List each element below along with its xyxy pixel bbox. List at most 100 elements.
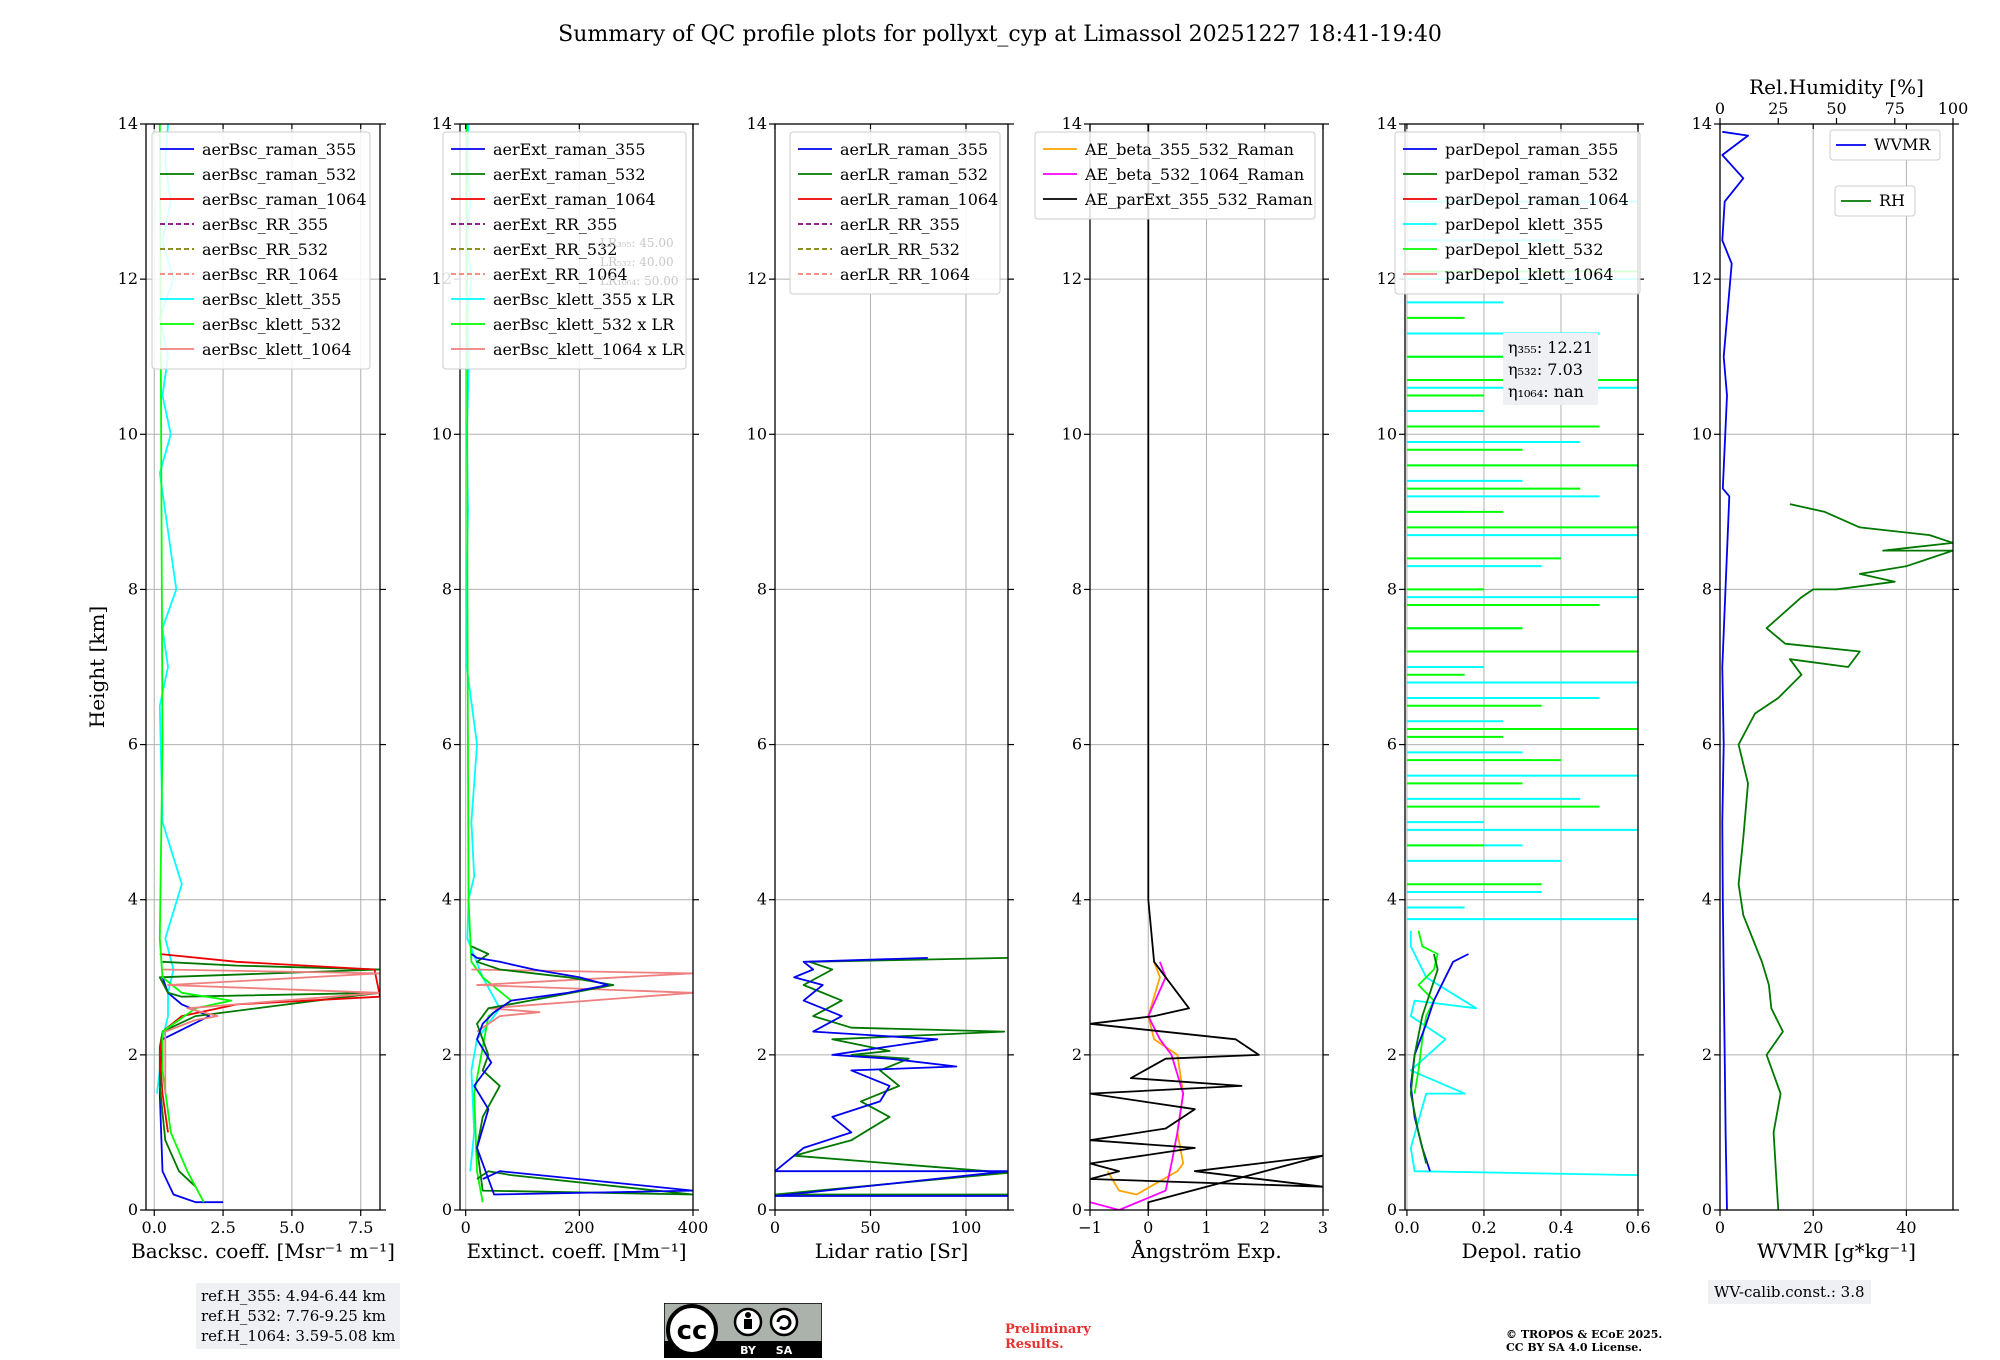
eta-note: η₃₅₅: 12.21 [1508, 338, 1593, 357]
legend-label: aerBsc_klett_355 x LR [493, 290, 675, 309]
y-tick-label: 6 [1387, 735, 1397, 754]
x-tick-label: 2 [1260, 1218, 1270, 1237]
legend-box [442, 131, 687, 370]
axes-frame [459, 123, 694, 1211]
series-group [1721, 130, 1953, 1210]
y-tick-label: 10 [118, 424, 138, 443]
y-tick-label: 4 [1387, 890, 1397, 909]
y-tick-label: 8 [128, 579, 138, 598]
y-tick-label: 6 [1702, 735, 1712, 754]
legend-label: aerLR_RR_355 [840, 215, 960, 234]
lr-note: LR₅₃₂: 40.00 [600, 255, 674, 269]
y-tick-label: 8 [1387, 579, 1397, 598]
y-tick-label: 2 [1387, 1045, 1397, 1064]
x-tick-label: 20 [1803, 1218, 1823, 1237]
lr-note: LR₁₀₆₄: 50.00 [600, 274, 678, 288]
x-tick-label: 0.0 [1394, 1218, 1419, 1237]
legend-label: aerLR_RR_1064 [840, 265, 970, 284]
x-tick-label: 0.0 [142, 1218, 167, 1237]
series-AE_parExt_355_532_Raman [1090, 124, 1323, 1210]
x-tick-label: 0 [1715, 1218, 1725, 1237]
y-tick-label: 4 [1072, 890, 1082, 909]
series-aerBsc_klett_1064 x LR [471, 968, 693, 1033]
x-axis-label: Lidar ratio [Sr] [815, 1239, 969, 1263]
y-tick-label: 14 [432, 114, 452, 133]
legend-label: WVMR [1874, 135, 1931, 154]
reference-height-box: ref.H_355: 4.94-6.44 km ref.H_532: 7.76-… [196, 1283, 401, 1349]
eta-note: η₅₃₂: 7.03 [1508, 360, 1583, 379]
x-tick-label: 0.4 [1548, 1218, 1573, 1237]
y-tick-label: 12 [1062, 269, 1082, 288]
y-tick-label: 14 [118, 114, 138, 133]
by-person-head [745, 1312, 751, 1318]
copyright-note: © TROPOS & ECoE 2025. CC BY SA 4.0 Licens… [1506, 1328, 1663, 1354]
top-x-tick-label: 25 [1768, 99, 1788, 118]
series-parDepol_klett_532 [1413, 930, 1439, 1094]
legend-label: aerBsc_klett_1064 x LR [493, 340, 685, 359]
legend-label: aerLR_raman_532 [840, 165, 988, 184]
y-tick-label: 10 [1692, 424, 1712, 443]
series-aerBsc_klett_1064 [162, 968, 380, 1094]
x-tick-label: 400 [678, 1218, 709, 1237]
y-tick-label: 14 [747, 114, 767, 133]
legend-label: aerBsc_klett_355 [202, 290, 341, 309]
series-RH [1737, 503, 1953, 1210]
y-tick-label: 10 [432, 424, 452, 443]
y-tick-label: 14 [1062, 114, 1082, 133]
legend-box [1834, 185, 1916, 217]
x-tick-label: 0.6 [1625, 1218, 1650, 1237]
legend-label: AE_beta_532_1064_Raman [1084, 165, 1304, 184]
y-tick-label: 6 [1072, 735, 1082, 754]
legend-label: aerExt_raman_532 [493, 165, 646, 184]
y-tick-label: 2 [1072, 1045, 1082, 1064]
x-axis-label: Ångström Exp. [1130, 1238, 1281, 1263]
x-tick-label: 5.0 [279, 1218, 304, 1237]
y-tick-label: 2 [442, 1045, 452, 1064]
x-tick-label: 0 [461, 1218, 471, 1237]
legend-label: aerBsc_RR_355 [202, 215, 328, 234]
legend-label: aerBsc_klett_1064 [202, 340, 351, 359]
y-tick-label: 10 [747, 424, 767, 443]
x-axis-label: Extinct. coeff. [Mm⁻¹] [466, 1239, 686, 1263]
cc-logo-text: cc [677, 1316, 708, 1346]
x-tick-label: 0.2 [1471, 1218, 1496, 1237]
y-tick-label: 2 [1702, 1045, 1712, 1064]
y-tick-label: 4 [442, 890, 452, 909]
legend-label: aerExt_raman_355 [493, 140, 646, 159]
y-tick-label: 14 [1692, 114, 1712, 133]
legend-label: aerLR_raman_1064 [840, 190, 998, 209]
x-axis-label: Backsc. coeff. [Msr⁻¹ m⁻¹] [131, 1239, 395, 1263]
legend-label: aerBsc_raman_355 [202, 140, 356, 159]
y-tick-label: 0 [1702, 1200, 1712, 1219]
top-x-tick-label: 100 [1938, 99, 1969, 118]
eta-box [1503, 333, 1598, 405]
legend-label: aerExt_raman_1064 [493, 190, 656, 209]
legend-label: parDepol_raman_355 [1445, 140, 1618, 159]
y-axis-label: Height [km] [85, 606, 109, 728]
x-tick-label: −1 [1078, 1218, 1102, 1237]
y-tick-label: 12 [1692, 269, 1712, 288]
lr-note: LR₃₅₅: 45.00 [600, 236, 674, 250]
ref-height-532: ref.H_532: 7.76-9.25 km [201, 1307, 386, 1325]
page-title: Summary of QC profile plots for pollyxt_… [558, 22, 1442, 47]
y-tick-label: 12 [118, 269, 138, 288]
legend-box [1829, 129, 1941, 161]
y-tick-label: 10 [1377, 424, 1397, 443]
y-tick-label: 0 [1072, 1200, 1082, 1219]
legend-label: aerBsc_RR_532 [202, 240, 328, 259]
y-tick-label: 6 [757, 735, 767, 754]
legend-label: aerBsc_raman_532 [202, 165, 356, 184]
series-WVMR [1721, 130, 1749, 1210]
y-tick-label: 8 [1702, 579, 1712, 598]
y-tick-label: 0 [1387, 1200, 1397, 1219]
series-group [775, 957, 1008, 1197]
y-tick-label: 8 [442, 579, 452, 598]
y-tick-label: 4 [128, 890, 138, 909]
x-tick-label: 0 [770, 1218, 780, 1237]
series-aerExt_raman_355 [470, 953, 693, 1196]
x-axis-label: Depol. ratio [1462, 1239, 1582, 1263]
eta-note: η₁₀₆₄: nan [1508, 382, 1584, 401]
